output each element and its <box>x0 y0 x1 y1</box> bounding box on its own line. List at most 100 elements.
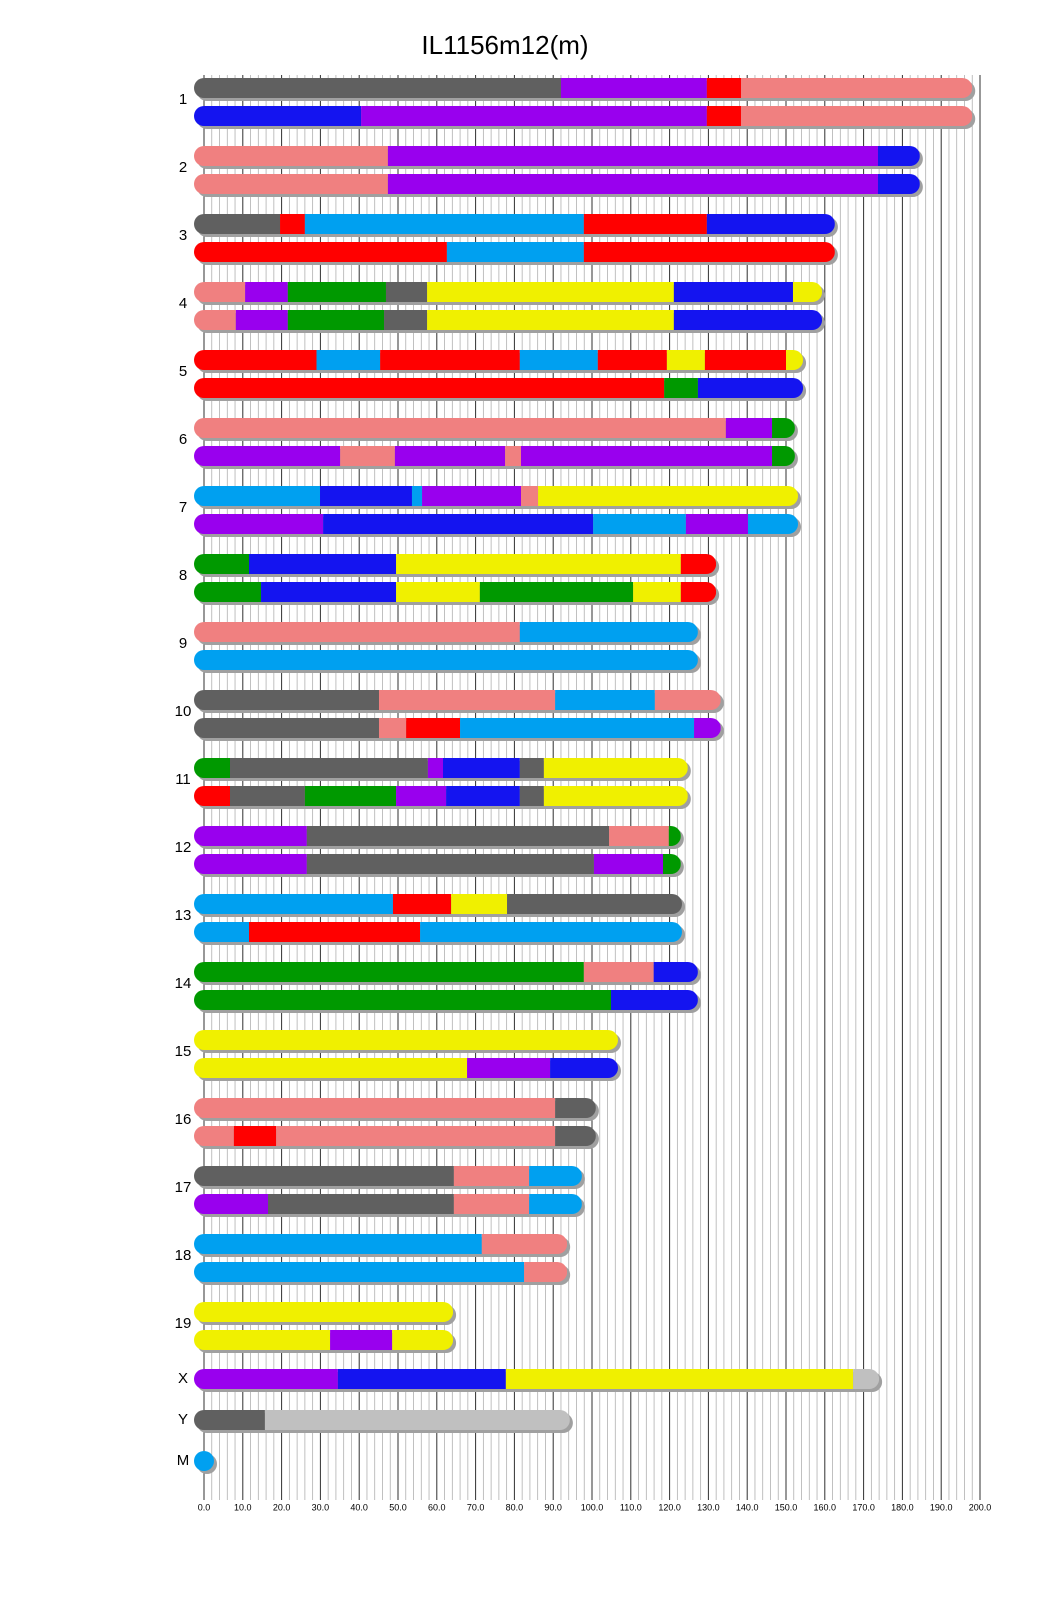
segment <box>194 1058 468 1078</box>
segment <box>380 350 520 370</box>
haplotype <box>194 350 804 370</box>
segment <box>194 106 362 126</box>
segment <box>194 1030 618 1050</box>
segment <box>704 350 786 370</box>
segment <box>194 786 230 806</box>
x-tick-label: 100.0 <box>581 1502 604 1512</box>
segment <box>194 622 520 642</box>
segment <box>276 1126 556 1146</box>
x-tick-label: 160.0 <box>814 1502 837 1512</box>
segment <box>287 310 385 330</box>
segment <box>194 282 246 302</box>
segment <box>453 1166 530 1186</box>
segment <box>680 582 717 602</box>
segment <box>877 146 920 166</box>
haplotype <box>194 758 688 778</box>
chromosome-label: 2 <box>179 159 187 176</box>
segment <box>663 854 681 874</box>
segment <box>194 446 341 466</box>
x-tick-label: 150.0 <box>775 1502 798 1512</box>
segment <box>520 486 539 506</box>
haplotype <box>194 990 698 1010</box>
haplotype <box>194 650 698 670</box>
segment <box>673 310 823 330</box>
segment <box>396 786 447 806</box>
segment <box>520 446 773 466</box>
segment <box>194 350 317 370</box>
segment <box>194 1302 454 1322</box>
haplotype <box>194 1126 596 1146</box>
haplotype <box>194 718 721 738</box>
segment <box>194 242 447 262</box>
x-tick-label: 50.0 <box>389 1502 407 1512</box>
segment <box>529 1166 582 1186</box>
segment <box>194 1262 525 1282</box>
chromosome-label: 17 <box>175 1179 192 1196</box>
chromosome-label: 3 <box>179 227 187 244</box>
segment <box>194 1234 482 1254</box>
segment <box>706 106 741 126</box>
segment <box>194 894 393 914</box>
haplotype <box>194 854 681 874</box>
segment <box>194 418 726 438</box>
segment <box>394 446 506 466</box>
segment <box>583 242 835 262</box>
x-tick-label: 30.0 <box>312 1502 330 1512</box>
segment <box>245 282 288 302</box>
chromosome-label: M <box>177 1452 190 1469</box>
segment <box>387 146 878 166</box>
haplotype <box>194 826 681 846</box>
haplotype <box>194 1194 582 1214</box>
haplotype <box>194 786 688 806</box>
segment <box>194 214 281 234</box>
haplotype <box>194 582 717 602</box>
chromosome-label: 13 <box>175 907 192 924</box>
segment <box>668 826 681 846</box>
x-tick-label: 110.0 <box>620 1502 642 1512</box>
haplotype <box>194 894 683 914</box>
segment <box>316 350 381 370</box>
haplotype <box>194 418 795 438</box>
segment <box>194 922 250 942</box>
segment <box>772 446 795 466</box>
segment <box>194 650 698 670</box>
chromosome-label: 4 <box>179 295 187 312</box>
haplotype <box>194 514 799 534</box>
segment <box>229 786 305 806</box>
segment <box>323 514 594 534</box>
segment <box>194 554 250 574</box>
segment <box>194 582 262 602</box>
segment <box>654 690 721 710</box>
segment <box>340 446 395 466</box>
segment <box>396 554 681 574</box>
segment <box>443 758 520 778</box>
haplotype <box>194 1410 570 1430</box>
segment <box>505 1369 854 1389</box>
segment <box>194 1126 234 1146</box>
segment <box>249 554 397 574</box>
segment <box>593 854 664 874</box>
segment <box>555 1126 596 1146</box>
segment <box>194 690 379 710</box>
segment <box>680 554 717 574</box>
segment <box>385 282 428 302</box>
segment <box>194 146 388 166</box>
segment <box>406 718 461 738</box>
segment <box>280 214 305 234</box>
segment <box>877 174 920 194</box>
haplotype <box>194 214 835 234</box>
haplotype <box>194 1234 568 1254</box>
segment <box>194 1194 269 1214</box>
segment <box>479 582 634 602</box>
x-tick-label: 80.0 <box>506 1502 524 1512</box>
segment <box>264 1410 570 1430</box>
haplotype <box>194 1262 568 1282</box>
segment <box>194 1369 338 1389</box>
segment <box>287 282 386 302</box>
segment <box>194 1098 556 1118</box>
segment <box>467 1058 551 1078</box>
segment <box>519 758 544 778</box>
segment <box>229 758 428 778</box>
x-tick-label: 70.0 <box>467 1502 485 1512</box>
x-tick-label: 190.0 <box>930 1502 953 1512</box>
